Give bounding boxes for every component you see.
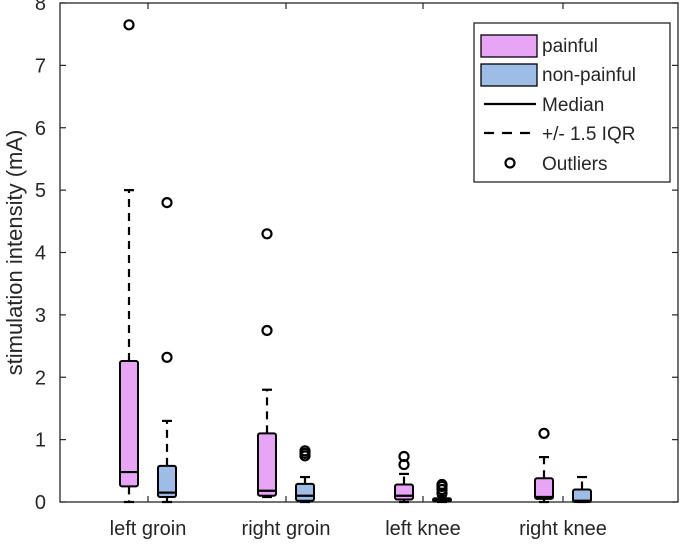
legend-label: non-painful <box>542 65 636 86</box>
legend-entry-non-painful: non-painful <box>480 63 636 87</box>
legend-entry-painful: painful <box>480 34 598 58</box>
box-iqr <box>295 482 315 502</box>
y-tick-label: 4 <box>35 243 46 265</box>
box-non-painful-left-groin <box>157 197 177 504</box>
legend-entry-median: Median <box>484 95 604 116</box>
legend-swatch <box>480 34 538 58</box>
legend-label: +/- 1.5 IQR <box>542 124 635 145</box>
box-iqr <box>534 477 554 500</box>
x-tick-label: left knee <box>385 518 461 540</box>
outlier-point <box>538 427 550 439</box>
x-tick-label: right knee <box>519 518 607 540</box>
y-tick-label: 1 <box>35 430 46 452</box>
box-painful-left-groin <box>119 19 139 504</box>
outlier-point <box>261 228 273 240</box>
box-iqr <box>394 483 414 501</box>
outlier-point <box>161 351 173 363</box>
y-tick-label: 5 <box>35 180 46 202</box>
box-non-painful-right-groin <box>295 445 315 504</box>
y-axis-label: stimulation intensity (mA) <box>2 130 27 376</box>
box-non-painful-right-knee <box>572 475 592 504</box>
x-tick-label: right groin <box>242 518 331 540</box>
box-iqr <box>257 432 277 497</box>
legend-entry-outliers: Outliers <box>504 154 607 175</box>
outlier-point <box>398 450 410 463</box>
box-painful-right-knee <box>534 427 554 504</box>
legend: painful non-painful Median +/- 1.5 IQR Outli… <box>473 22 671 183</box>
outlier-point <box>299 445 311 457</box>
legend-label: painful <box>542 36 598 57</box>
legend-label: Outliers <box>542 154 607 175</box>
box-iqr <box>119 360 139 488</box>
box-painful-right-groin <box>257 228 277 499</box>
legend-label: Median <box>542 95 604 116</box>
x-tick-label: left groin <box>110 518 187 540</box>
plot-area: 0 1 2 3 4 5 6 7 8 left groin right groin left knee r… <box>35 0 679 540</box>
y-tick-label: 8 <box>35 0 46 15</box>
box-iqr <box>572 488 592 503</box>
legend-circle <box>504 157 516 169</box>
box-non-painful-left-knee <box>432 478 452 504</box>
outlier-point <box>436 478 448 491</box>
y-tick-label: 2 <box>35 367 46 389</box>
box-iqr <box>157 464 177 499</box>
outlier-point <box>161 197 173 209</box>
y-tick-label: 3 <box>35 305 46 327</box>
legend-entry-iqr: +/- 1.5 IQR <box>484 124 635 145</box>
legend-swatch <box>480 63 538 87</box>
box-painful-left-knee <box>394 450 414 504</box>
outlier-point <box>123 19 135 31</box>
y-tick-label: 6 <box>35 118 46 140</box>
y-tick-label: 0 <box>35 492 46 514</box>
outlier-point <box>261 324 273 337</box>
y-tick-label: 7 <box>35 55 46 77</box>
